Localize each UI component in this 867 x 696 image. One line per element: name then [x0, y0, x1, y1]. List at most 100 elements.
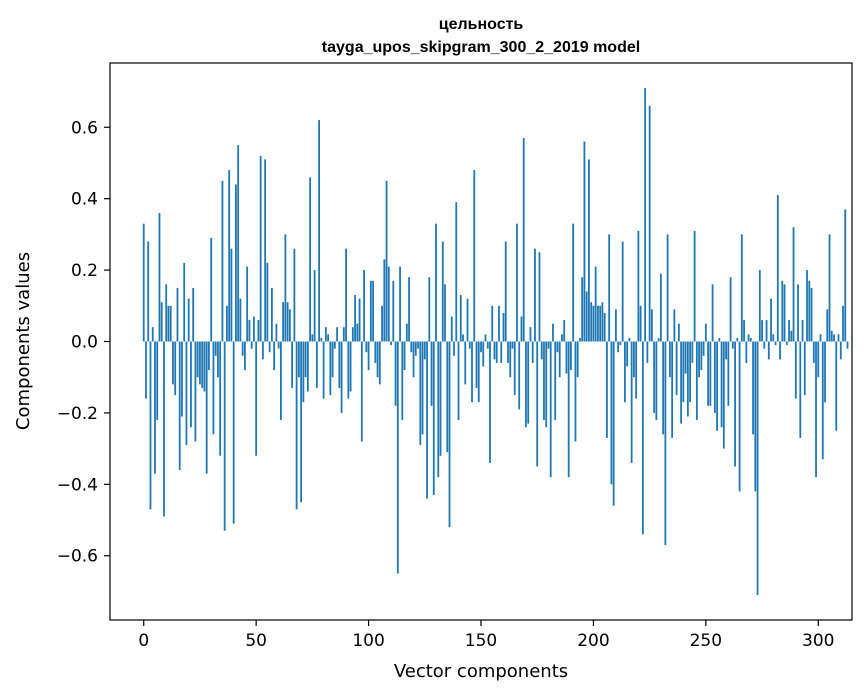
bar-124	[421, 341, 424, 435]
bar-168	[520, 316, 523, 342]
bar-130	[435, 223, 437, 342]
bar-209	[612, 341, 615, 506]
bar-275	[761, 320, 763, 342]
bar-251	[707, 341, 709, 406]
bar-146	[471, 341, 473, 403]
bar-298	[812, 341, 815, 363]
bar-47	[248, 320, 251, 342]
bar-186	[561, 334, 563, 342]
bar-24	[196, 341, 199, 378]
bar-221	[639, 305, 642, 342]
bar-90	[345, 248, 347, 342]
bar-114	[399, 266, 401, 342]
bar-255	[716, 341, 718, 431]
bar-4	[151, 327, 154, 342]
bar-38	[228, 170, 231, 342]
bar-154	[489, 341, 491, 463]
bar-248	[700, 341, 703, 371]
bar-149	[477, 341, 480, 403]
bar-75	[311, 334, 314, 342]
bar-313	[846, 341, 849, 349]
bar-199	[590, 302, 593, 342]
bar-31	[212, 341, 215, 435]
bar-236	[673, 309, 676, 342]
bar-129	[432, 341, 435, 496]
bar-64	[286, 302, 289, 342]
bar-128	[430, 341, 433, 406]
bar-200	[592, 305, 595, 342]
x-tick-label: 50	[245, 631, 267, 651]
bar-61	[279, 341, 282, 421]
bar-160	[502, 312, 505, 342]
bar-60	[277, 341, 280, 349]
bar-260	[727, 341, 730, 406]
bar-217	[630, 341, 633, 463]
bar-294	[803, 341, 806, 396]
bar-306	[830, 330, 833, 342]
bar-85	[333, 341, 336, 349]
bar-177	[540, 341, 543, 360]
bar-88	[340, 341, 343, 413]
bar-119	[410, 341, 413, 353]
bar-237	[675, 341, 678, 396]
bar-184	[556, 341, 559, 353]
bar-39	[230, 248, 233, 342]
y-tick-label: 0.2	[71, 261, 98, 281]
bar-138	[453, 341, 455, 356]
bar-50	[255, 341, 258, 456]
bar-104	[376, 341, 379, 378]
bar-122	[417, 341, 419, 349]
bar-17	[181, 341, 183, 417]
bar-153	[486, 341, 489, 349]
bar-250	[704, 323, 707, 342]
bar-100	[367, 341, 370, 371]
y-tick-label: −0.4	[57, 475, 98, 495]
bar-181	[549, 341, 552, 478]
bar-214	[624, 341, 626, 403]
bar-62	[282, 302, 285, 342]
bar-136	[448, 341, 451, 528]
bar-86	[336, 327, 338, 342]
bar-44	[241, 341, 244, 356]
bar-95	[356, 323, 359, 342]
bar-273	[756, 341, 759, 596]
bar-37	[226, 305, 228, 342]
bar-13	[172, 341, 174, 385]
bar-3	[149, 341, 152, 510]
bar-303	[824, 341, 826, 403]
bar-253	[711, 284, 714, 342]
bar-194	[579, 337, 581, 342]
x-tick-label: 200	[577, 631, 609, 651]
bar-208	[610, 341, 613, 485]
bar-65	[288, 309, 291, 342]
bar-51	[257, 320, 260, 342]
bar-14	[174, 341, 177, 396]
bar-19	[185, 341, 188, 446]
bar-267	[743, 320, 745, 342]
bar-235	[671, 341, 674, 438]
bar-291	[797, 284, 799, 342]
bar-74	[309, 177, 312, 342]
bar-263	[734, 341, 736, 467]
bar-198	[588, 159, 590, 342]
bar-171	[527, 341, 530, 424]
bar-59	[275, 323, 278, 342]
bar-27	[203, 341, 206, 392]
bar-32	[214, 341, 217, 356]
bar-77	[315, 341, 318, 388]
bar-120	[412, 341, 415, 378]
bar-143	[464, 341, 467, 385]
bar-238	[677, 323, 680, 342]
bar-28	[205, 341, 208, 474]
bar-220	[637, 230, 640, 342]
bar-73	[306, 341, 309, 392]
bar-84	[331, 341, 334, 378]
bar-36	[223, 341, 226, 531]
bar-222	[641, 341, 644, 535]
bar-175	[536, 341, 539, 467]
y-tick-label: −0.6	[57, 547, 98, 567]
bar-254	[713, 341, 716, 413]
bar-101	[369, 280, 372, 342]
bar-308	[835, 341, 838, 431]
